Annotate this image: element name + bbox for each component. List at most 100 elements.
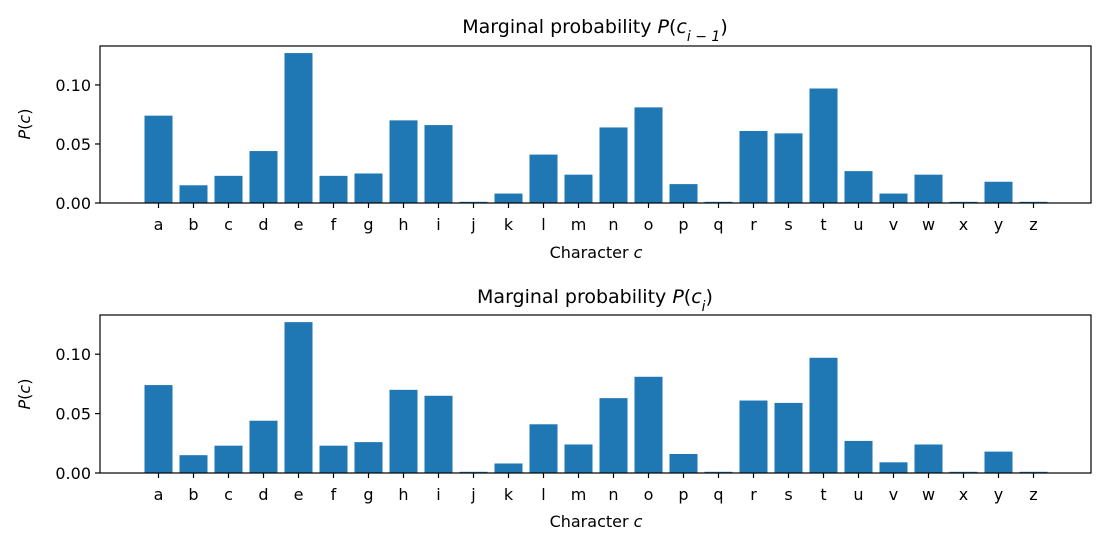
y-tick-label-0: 0.00: [55, 464, 91, 483]
bar-h: [389, 120, 418, 203]
x-tick-label-c: c: [224, 215, 233, 234]
y-axis-label-1: P(c): [15, 109, 34, 140]
x-tick-label-k: k: [504, 485, 514, 504]
x-tick-label-w: w: [922, 215, 935, 234]
x-tick-label-l: l: [541, 485, 545, 504]
bar-group-2: [144, 322, 1048, 473]
x-tick-label-b: b: [188, 485, 198, 504]
x-tick-label-y: y: [994, 215, 1003, 234]
x-tick-label-p: p: [678, 215, 688, 234]
x-tick-label-z: z: [1029, 215, 1037, 234]
axes-frame-1: [99, 45, 1092, 204]
bar-g: [354, 173, 383, 203]
x-tick-label-a: a: [154, 485, 164, 504]
x-tick-label-o: o: [644, 215, 654, 234]
x-tick-label-d: d: [258, 215, 268, 234]
bar-t: [809, 357, 838, 473]
y-tick-label-1: 0.05: [55, 135, 91, 154]
x-tick-label-f: f: [331, 215, 337, 234]
x-tick-label-q: q: [713, 485, 723, 504]
x-tick-label-q: q: [713, 215, 723, 234]
y-tick-label-0: 0.00: [55, 194, 91, 213]
x-tick-label-n: n: [608, 485, 618, 504]
bar-b: [179, 185, 208, 203]
x-tick-label-r: r: [750, 215, 757, 234]
bar-o: [634, 376, 663, 473]
x-ticks-1: a b c d e f g h i j k l m n o p q r s t u v w x y z: [154, 203, 1038, 234]
x-tick-label-b: b: [188, 215, 198, 234]
x-tick-label-c: c: [224, 485, 233, 504]
x-tick-label-k: k: [504, 215, 514, 234]
chart-title-1: Marginal probability P(ci − 1): [462, 16, 727, 45]
x-tick-label-x: x: [959, 485, 968, 504]
bar-k: [494, 193, 523, 203]
x-axis-label-2: Character c: [550, 512, 643, 531]
x-tick-label-n: n: [608, 215, 618, 234]
x-tick-label-j: j: [470, 215, 475, 234]
bar-s: [774, 402, 803, 473]
bar-a: [144, 115, 173, 203]
y-tick-label-2: 0.10: [55, 76, 91, 95]
x-ticks-2: a b c d e f g h i j k l m n o p q r s t u v w x y z: [154, 473, 1038, 504]
bar-y: [984, 451, 1013, 473]
x-tick-label-v: v: [889, 485, 898, 504]
bar-y: [984, 181, 1013, 203]
x-tick-label-o: o: [644, 485, 654, 504]
x-tick-label-i: i: [436, 215, 440, 234]
bar-t: [809, 88, 838, 203]
bar-a: [144, 385, 173, 473]
bar-n: [599, 398, 628, 473]
bar-c: [214, 445, 243, 473]
x-tick-label-d: d: [258, 485, 268, 504]
x-tick-label-i: i: [436, 485, 440, 504]
bar-b: [179, 455, 208, 473]
bar-d: [249, 151, 278, 203]
x-tick-label-a: a: [154, 215, 164, 234]
y-tick-label-1: 0.05: [55, 405, 91, 424]
x-tick-label-y: y: [994, 485, 1003, 504]
bar-m: [564, 174, 593, 203]
x-tick-label-g: g: [363, 485, 373, 504]
x-tick-label-u: u: [853, 485, 863, 504]
x-tick-label-h: h: [398, 215, 408, 234]
bar-k: [494, 463, 523, 473]
x-tick-label-w: w: [922, 485, 935, 504]
x-tick-label-t: t: [820, 215, 826, 234]
bar-e: [284, 322, 313, 473]
bar-m: [564, 444, 593, 473]
y-ticks-2: 0.00 0.05 0.10: [55, 345, 100, 483]
bar-u: [844, 171, 873, 203]
x-tick-label-g: g: [363, 215, 373, 234]
x-tick-label-j: j: [470, 485, 475, 504]
chart-panel-1: Marginal probability P(ci − 1) a b c d e f g h i…: [15, 16, 1092, 262]
bar-g: [354, 442, 383, 473]
bar-f: [319, 445, 348, 473]
x-tick-label-s: s: [784, 485, 792, 504]
bar-u: [844, 440, 873, 473]
y-axis-label-2: P(c): [15, 379, 34, 410]
bar-f: [319, 175, 348, 203]
bar-e: [284, 53, 313, 203]
bar-c: [214, 175, 243, 203]
bar-i: [424, 125, 453, 203]
x-tick-label-t: t: [820, 485, 826, 504]
bar-n: [599, 127, 628, 203]
bar-o: [634, 107, 663, 203]
x-tick-label-x: x: [959, 215, 968, 234]
x-tick-label-r: r: [750, 485, 757, 504]
x-axis-label-1: Character c: [550, 243, 643, 262]
bar-h: [389, 389, 418, 473]
bar-v: [879, 193, 908, 203]
bar-l: [529, 424, 558, 473]
bar-s: [774, 133, 803, 203]
axes-frame-2: [99, 314, 1092, 474]
bar-d: [249, 420, 278, 473]
bar-r: [739, 130, 768, 203]
x-tick-label-e: e: [294, 215, 304, 234]
x-tick-label-u: u: [853, 215, 863, 234]
x-tick-label-e: e: [294, 485, 304, 504]
bar-group-1: [144, 53, 1048, 203]
x-tick-label-p: p: [678, 485, 688, 504]
chart-panel-2: Marginal probability P(ci) a b c d e f g h i j k l m…: [15, 286, 1092, 531]
